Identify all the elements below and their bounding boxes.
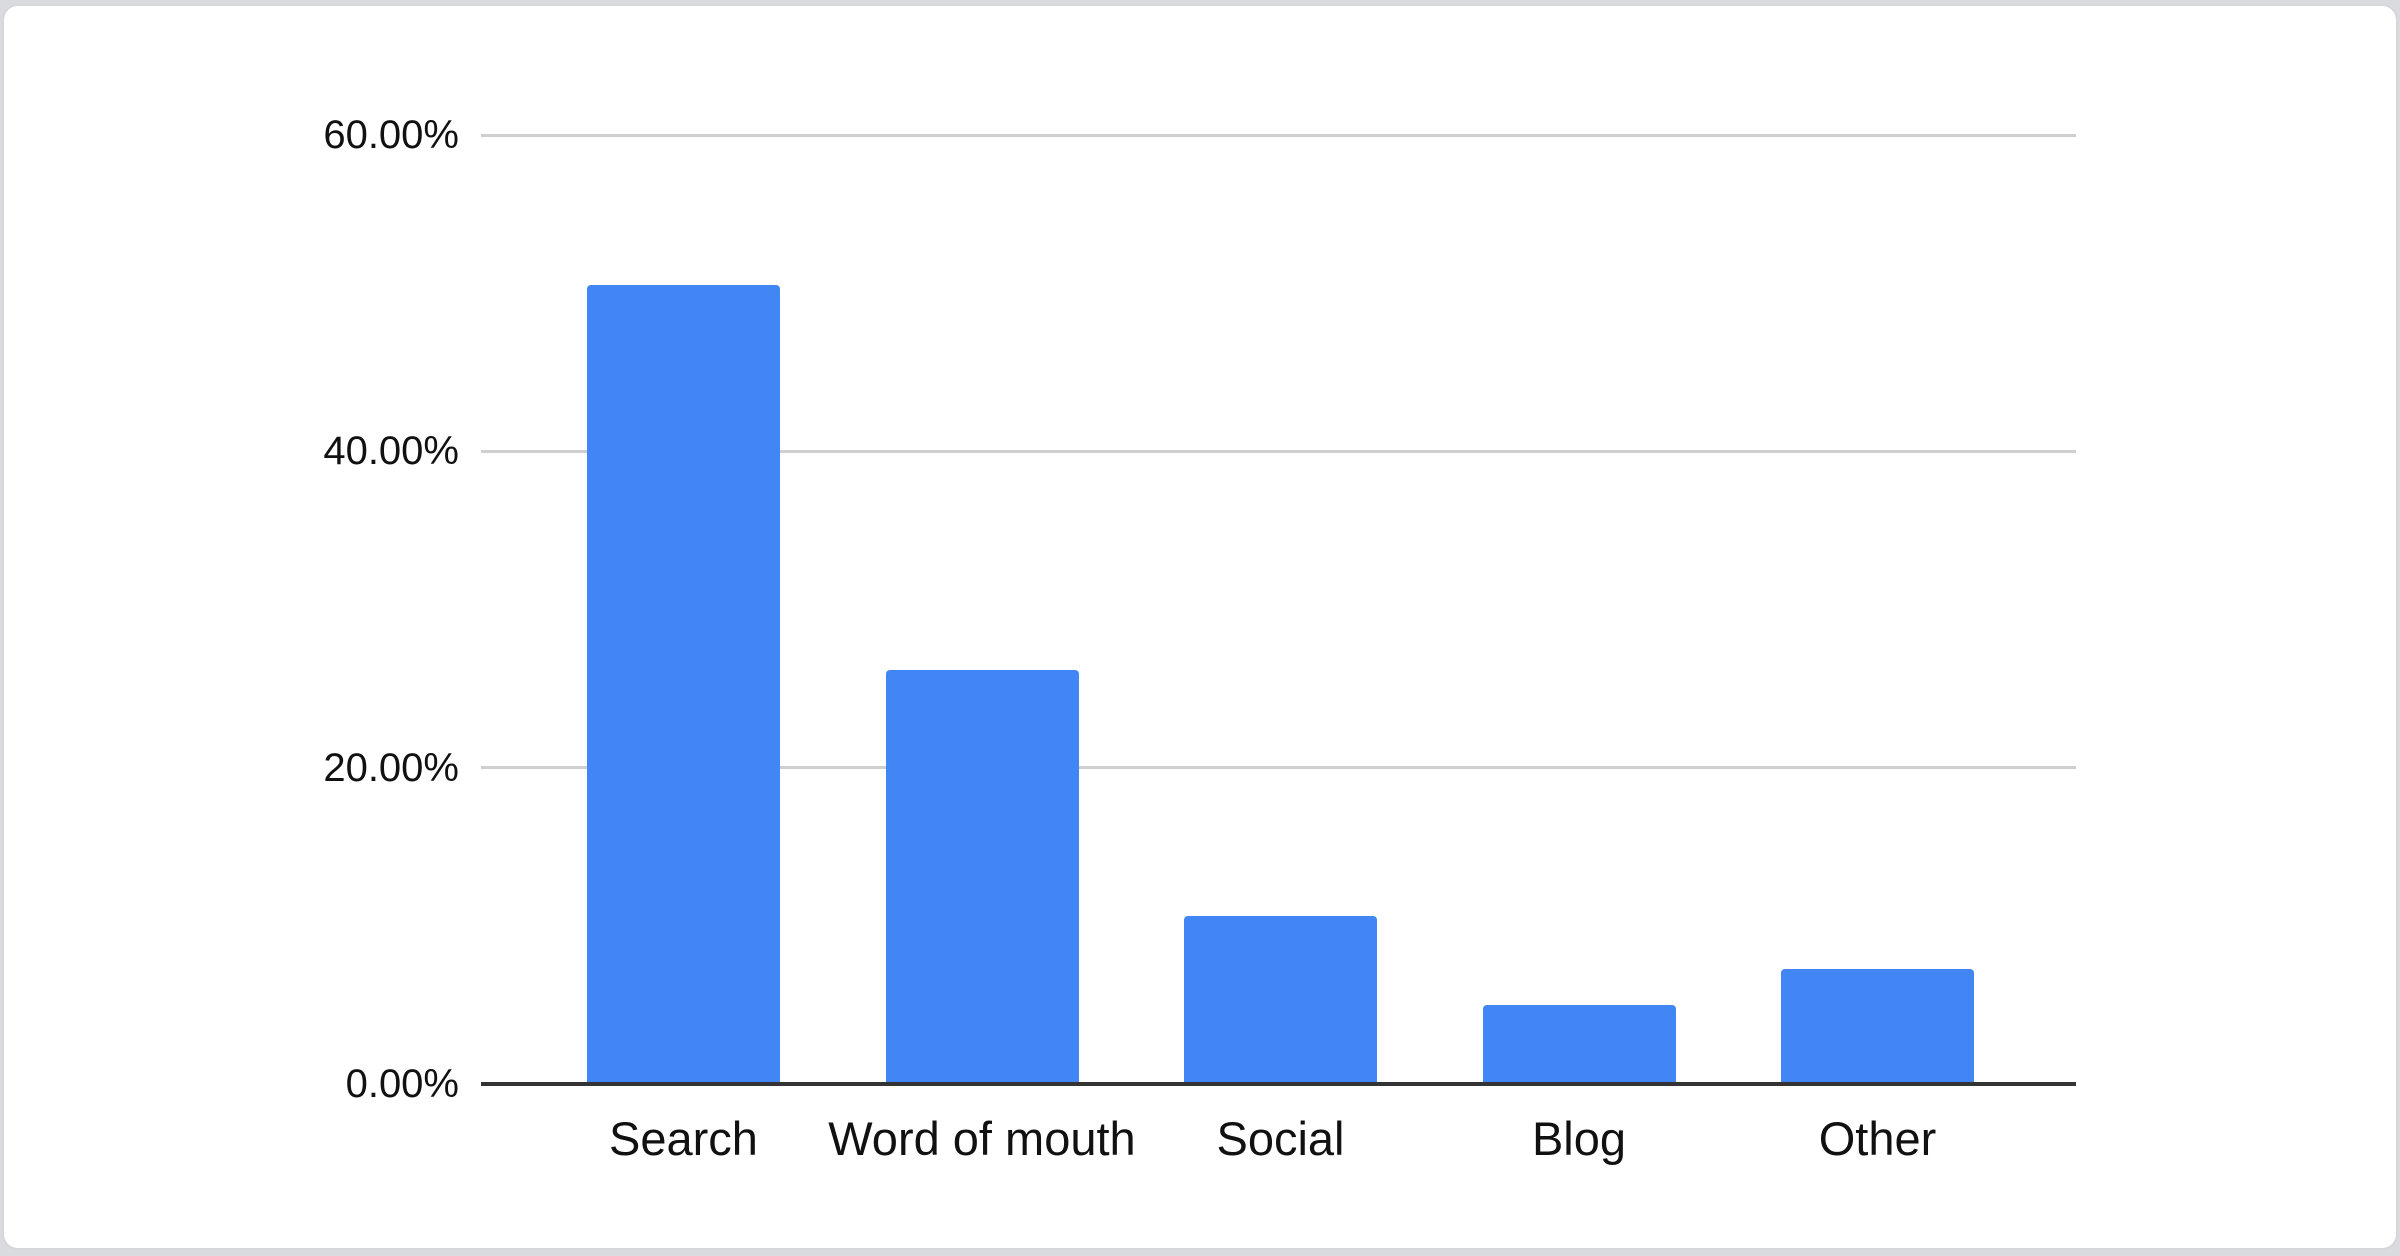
y-axis-tick-label: 60.00% — [323, 113, 459, 157]
bar-blog[interactable] — [1482, 1004, 1676, 1084]
bar-chart-plot-area: 60.00% 40.00% 20.00% 0.00% Search Word of mou… — [323, 113, 2076, 1165]
x-axis-line — [481, 1082, 2076, 1086]
x-axis-category-label-social: Social — [1216, 1112, 1345, 1165]
gridline-60 — [481, 133, 2076, 137]
x-axis-category-label-other: Other — [1818, 1112, 1937, 1165]
gridline-40 — [481, 449, 2076, 453]
chart-card: 60.00% 40.00% 20.00% 0.00% Search Word of mou… — [2, 4, 2398, 1250]
bar-search[interactable] — [587, 285, 780, 1084]
y-axis-tick-label: 40.00% — [323, 429, 459, 474]
x-axis-category-label-search: Search — [609, 1112, 758, 1165]
bar-other[interactable] — [1781, 968, 1974, 1084]
bar-word-of-mouth[interactable] — [885, 669, 1079, 1084]
gridline-20 — [481, 766, 2076, 770]
x-axis-category-label-word-of-mouth: Word of mouth — [828, 1112, 1136, 1165]
y-axis-tick-label: 20.00% — [323, 745, 459, 790]
y-axis-tick-label: 0.00% — [345, 1062, 459, 1106]
x-axis-category-label-blog: Blog — [1531, 1112, 1627, 1165]
bar-social[interactable] — [1184, 916, 1377, 1084]
